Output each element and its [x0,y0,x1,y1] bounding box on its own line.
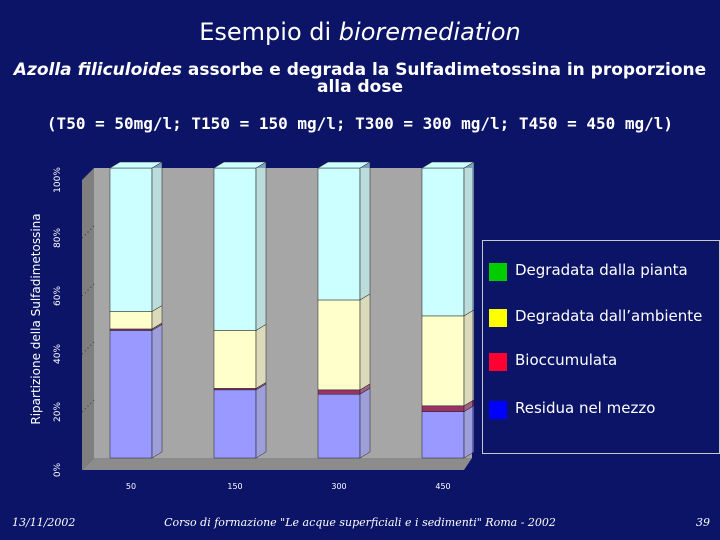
x-tick-label: 50 [126,482,136,491]
bar-segment-300-3 [317,167,361,301]
bar-side-300-2 [359,293,371,391]
bar-segment-150-3 [213,167,257,331]
legend-label-bioccumulata: Bioccumulata [515,351,618,369]
footer-date: 13/11/2002 [12,516,76,529]
bar-top-450 [421,161,475,169]
y-gridline [81,341,95,355]
y-tick-label: 40% [53,344,63,364]
y-tick-label: 20% [53,402,63,422]
legend-label-residua: Residua nel mezzo [515,399,656,417]
bar-side-450-0 [463,405,475,459]
bar-side-300-3 [359,161,371,301]
stacked-bar-chart: 0% 20% 40% 60% 80% 100% Ripartizione della Sul… [29,161,475,491]
legend-swatch-pianta [489,263,507,281]
footer-page-number: 39 [696,516,710,529]
chart-legend: Degradata dalla pianta Degradata dall’am… [482,240,720,454]
bar-side-150-0 [255,383,267,459]
y-tick-label: 100% [53,167,63,193]
bar-top-50 [109,161,163,169]
legend-label-pianta: Degradata dalla pianta [515,261,688,279]
bar-segment-450-0 [421,411,465,459]
bar-top-150 [213,161,267,169]
title-normal: Esempio di [199,18,339,46]
bar-segment-450-1 [421,405,465,412]
slide-title: Esempio di bioremediation [0,18,720,46]
chart-back-wall [94,168,472,458]
bar-side-450-2 [463,309,475,407]
subtitle-text: assorbe e degrada la Sulfadimetossina in… [181,60,707,97]
x-tick-label: 150 [227,482,242,491]
legend-swatch-ambiente [489,309,507,327]
y-tick-label: 0% [53,462,63,477]
bar-segment-50-0 [109,330,153,459]
bar-side-50-3 [151,161,163,312]
bar-segment-50-3 [109,167,153,312]
bar-segment-450-2 [421,315,465,407]
y-gridline [81,283,95,297]
x-tick-label: 300 [331,482,346,491]
title-italic: bioremediation [338,18,521,46]
bar-segment-300-2 [317,299,361,391]
bar-side-150-3 [255,161,267,331]
y-axis-title: Ripartizione della Sulfadimetossina [29,213,43,424]
legend-label-ambiente: Degradata dall’ambiente [515,307,703,325]
bar-side-300-0 [359,387,371,459]
bar-segment-300-0 [317,393,361,459]
footer-course: Corso di formazione "Le acque superficia… [164,516,556,529]
bar-segment-300-1 [317,389,361,395]
legend-swatch-residua [489,401,507,419]
legend-swatch-bioccumulata [489,353,507,371]
bar-segment-150-0 [213,389,257,459]
bar-segment-150-2 [213,330,257,389]
y-gridline [81,399,95,413]
y-tick-label: 80% [53,228,63,248]
bar-segment-50-2 [109,311,153,330]
chart-floor [82,458,472,470]
chart-side-wall [82,168,94,470]
slide-subtitle: Azolla filiculoides assorbe e degrada la… [10,62,710,96]
bar-side-150-2 [255,323,267,389]
bar-top-300 [317,161,371,169]
bar-side-450-3 [463,161,475,317]
concentrations-note: (T50 = 50mg/l; T150 = 150 mg/l; T300 = 3… [46,114,674,133]
x-tick-label: 450 [435,482,450,491]
bar-segment-450-3 [421,167,465,317]
subtitle-species: Azolla filiculoides [13,60,182,80]
y-tick-label: 60% [53,286,63,306]
y-gridline [81,225,95,239]
bar-side-50-0 [151,323,163,459]
